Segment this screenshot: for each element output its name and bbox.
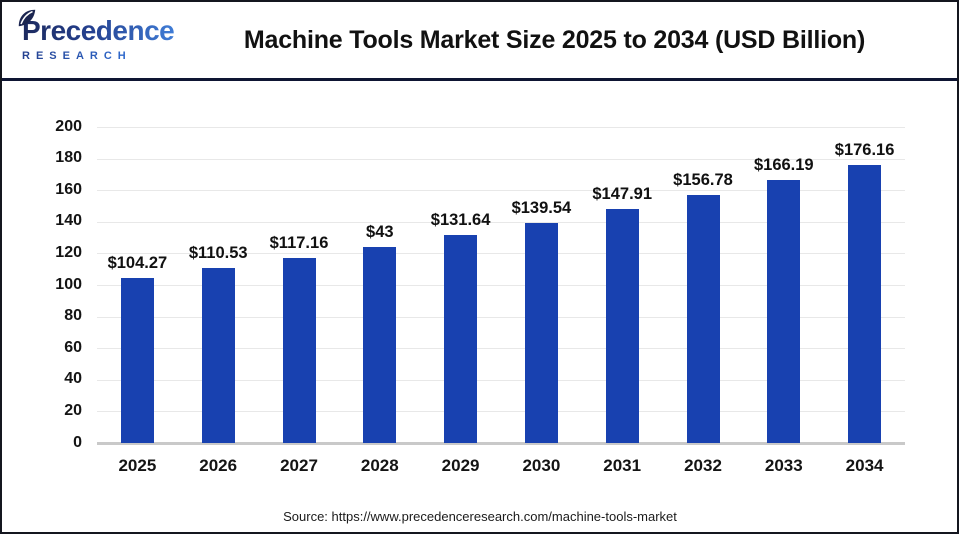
y-axis-tick-label: 0: [73, 433, 82, 451]
x-axis-tick-label: 2034: [845, 456, 884, 475]
x-axis-tick-label: 2032: [684, 456, 722, 475]
y-axis-tick-label: 200: [55, 117, 82, 135]
x-axis-tick-label: 2030: [522, 456, 561, 475]
bar-value-label: $139.54: [511, 198, 572, 217]
bar-2029: [444, 235, 478, 443]
bar-2031: [605, 209, 639, 443]
gridline: [97, 158, 905, 160]
x-axis-tick-label: 2027: [280, 456, 318, 475]
bar-value-label: $166.19: [753, 156, 814, 175]
gridline: [97, 316, 905, 318]
gridline: [97, 411, 905, 413]
x-axis-tick-label: 2029: [441, 456, 480, 475]
y-axis-tick-label: 20: [64, 401, 82, 419]
gridline: [97, 253, 905, 255]
y-axis-tick-label: 120: [55, 243, 82, 261]
bar-value-label: $117.16: [269, 233, 329, 252]
bar-2028: [363, 246, 397, 443]
header-divider: [2, 78, 957, 81]
bar-2032: [686, 195, 720, 443]
y-axis-tick-label: 160: [55, 180, 82, 198]
bar-2026: [201, 268, 235, 443]
bar-value-label: $131.64: [430, 211, 491, 229]
bar-2034: [848, 164, 882, 443]
x-axis-tick-label: 2026: [199, 456, 238, 475]
x-axis-tick-label: 2028: [360, 456, 399, 475]
x-axis-tick-label: 2025: [118, 456, 157, 475]
bar-2027: [282, 257, 316, 443]
leaf-icon: [18, 10, 36, 27]
bar-value-label: $104.27: [107, 254, 168, 273]
bar-value-label: $43: [366, 222, 394, 241]
bar-2030: [524, 222, 558, 443]
gridline: [97, 285, 905, 286]
gridline: [97, 127, 905, 128]
bar-value-label: $176.16: [834, 140, 895, 159]
chart-title: Machine Tools Market Size 2025 to 2034 (…: [243, 25, 866, 54]
source-text: Source: https://www.precedenceresearch.c…: [283, 509, 677, 524]
gridline: [97, 190, 905, 192]
bar-2025: [120, 278, 154, 443]
gridline: [97, 379, 905, 381]
header: Precedence RESEARCH Machine Tools Market…: [2, 2, 957, 78]
logo-subtext: RESEARCH: [22, 49, 132, 62]
y-axis-tick-label: 60: [64, 338, 82, 356]
y-axis-tick-label: 140: [55, 212, 82, 230]
gridline: [97, 221, 905, 223]
x-axis-line: [97, 441, 905, 445]
y-axis-tick-label: 40: [64, 370, 82, 388]
x-axis-tick-label: 2033: [764, 456, 803, 475]
logo-wordmark: Precedence: [22, 15, 175, 47]
y-axis-tick-label: 180: [55, 149, 82, 167]
y-axis-tick-label: 100: [55, 275, 82, 293]
bar-2033: [767, 180, 801, 443]
brand-logo: Precedence RESEARCH: [2, 10, 175, 63]
bar-value-label: $110.53: [188, 244, 248, 263]
x-axis-tick-label: 2031: [603, 456, 642, 475]
gridline: [97, 348, 905, 350]
bar-chart: 0 20 40 60 80 100 120 140 160 180 200 $104.27 2025 $1…: [0, 81, 960, 540]
y-axis-tick-label: 80: [64, 307, 82, 325]
bar-value-label: $156.78: [673, 171, 733, 190]
bar-value-label: $147.91: [592, 185, 653, 204]
